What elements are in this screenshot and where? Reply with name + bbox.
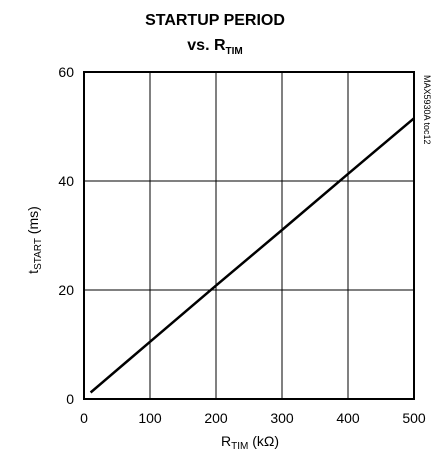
y-tick-label: 20 xyxy=(58,282,74,298)
chart-title-line1: STARTUP PERIOD xyxy=(145,12,285,29)
x-axis-label-main: R xyxy=(221,433,231,449)
y-axis-label-unit: (ms) xyxy=(25,206,41,238)
x-axis-label-sub: TIM xyxy=(231,441,248,452)
x-tick-labels: 0 100 200 300 400 500 xyxy=(80,410,426,426)
x-tick-label: 200 xyxy=(204,410,228,426)
y-tick-labels: 0 20 40 60 xyxy=(58,64,74,407)
grid-lines xyxy=(84,72,414,399)
x-axis-label: RTIM (kΩ) xyxy=(221,433,279,452)
series-line xyxy=(89,117,415,394)
x-axis-label-unit: (kΩ) xyxy=(248,433,279,449)
plot-frame xyxy=(83,71,415,400)
chart-title-line2-prefix: vs. R xyxy=(187,37,226,54)
y-axis-label-sub: START xyxy=(33,238,44,270)
y-axis-label-main: t xyxy=(25,270,41,274)
x-tick-label: 0 xyxy=(80,410,88,426)
y-axis-label: tSTART (ms) xyxy=(25,206,44,274)
chart-title-line2-sub: TIM xyxy=(226,46,243,57)
side-note: MAX5930A toc12 xyxy=(422,75,431,145)
x-tick-label: 500 xyxy=(402,410,426,426)
x-tick-label: 300 xyxy=(270,410,294,426)
series-group xyxy=(89,117,415,394)
y-tick-label: 60 xyxy=(58,64,74,80)
x-tick-label: 100 xyxy=(138,410,162,426)
x-tick-label: 400 xyxy=(336,410,360,426)
y-tick-label: 40 xyxy=(58,173,74,189)
y-tick-label: 0 xyxy=(66,391,74,407)
chart-title-line2: vs. RTIM xyxy=(187,37,242,57)
